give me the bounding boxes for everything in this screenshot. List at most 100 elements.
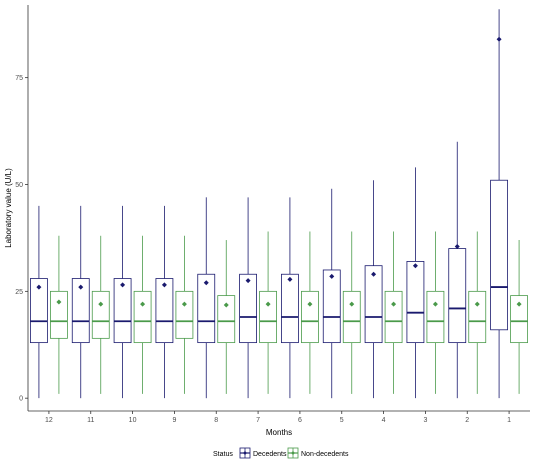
box-iqr xyxy=(301,290,319,344)
box-decedents xyxy=(113,205,132,399)
x-axis-title: Months xyxy=(266,428,292,437)
box-iqr xyxy=(259,290,277,344)
box-non-decedents xyxy=(133,235,152,394)
box-iqr xyxy=(217,295,236,344)
legend: Status Decedents Non-decedents xyxy=(213,447,349,459)
box-non-decedents xyxy=(301,231,319,394)
box-iqr xyxy=(175,290,194,339)
mean-point xyxy=(349,301,355,307)
mean-point xyxy=(36,284,42,290)
box-iqr xyxy=(281,273,299,344)
box-decedents xyxy=(448,141,467,399)
legend-key-decedents xyxy=(239,447,251,459)
box-non-decedents xyxy=(510,240,528,394)
box-non-decedents xyxy=(342,231,361,394)
mean-point xyxy=(307,301,313,307)
legend-label-non-decedents: Non-decedents xyxy=(301,451,349,458)
x-tick-label: 10 xyxy=(129,417,137,424)
mean-point xyxy=(203,280,209,286)
box-decedents xyxy=(30,205,48,399)
box-non-decedents xyxy=(259,231,277,394)
mean-point xyxy=(223,302,229,308)
box-iqr xyxy=(113,278,132,344)
x-tick-label: 5 xyxy=(340,417,344,424)
mean-point xyxy=(454,243,460,249)
box-iqr xyxy=(490,179,508,331)
x-tick-label: 2 xyxy=(465,417,469,424)
y-axis-ticks: 0 25 50 75 xyxy=(15,75,28,403)
box-layer xyxy=(30,9,528,399)
mean-point xyxy=(474,301,480,307)
mean-point xyxy=(245,278,251,284)
box-iqr xyxy=(30,278,48,344)
box-decedents xyxy=(239,197,257,399)
box-iqr xyxy=(426,290,445,344)
y-tick-label: 25 xyxy=(15,289,23,296)
mean-point xyxy=(329,273,335,279)
box-iqr xyxy=(468,290,487,344)
box-decedents xyxy=(490,9,508,399)
box-iqr xyxy=(384,290,403,344)
x-axis-ticks: 12 11 10 9 8 7 6 5 4 3 2 1 xyxy=(45,411,511,424)
mean-point xyxy=(496,36,502,42)
box-iqr xyxy=(50,290,68,339)
x-tick-label: 6 xyxy=(298,417,302,424)
x-tick-label: 8 xyxy=(214,417,218,424)
box-iqr xyxy=(406,261,425,344)
plot-panel xyxy=(27,5,530,412)
y-axis-title: Laboratory value (U/L) xyxy=(4,168,13,248)
mean-point xyxy=(287,276,293,282)
mean-point xyxy=(140,301,146,307)
box-iqr xyxy=(510,295,528,344)
mean-point xyxy=(371,271,377,277)
box-decedents xyxy=(322,188,341,399)
mean-point xyxy=(181,301,187,307)
box-iqr xyxy=(448,248,467,344)
x-tick-label: 9 xyxy=(172,417,176,424)
x-tick-label: 7 xyxy=(256,417,260,424)
box-iqr xyxy=(364,265,383,344)
mean-point xyxy=(265,301,271,307)
box-non-decedents xyxy=(91,235,110,394)
legend-label-decedents: Decedents xyxy=(253,451,287,458)
x-tick-label: 12 xyxy=(45,417,53,424)
y-tick-label: 0 xyxy=(19,396,23,403)
x-tick-label: 1 xyxy=(507,417,511,424)
box-iqr xyxy=(155,278,174,344)
box-iqr xyxy=(71,278,90,344)
mean-point xyxy=(98,301,104,307)
mean-point xyxy=(56,299,62,305)
mean-point xyxy=(120,282,126,288)
mean-point xyxy=(161,282,167,288)
x-tick-label: 11 xyxy=(87,417,94,424)
box-non-decedents xyxy=(217,240,236,394)
box-iqr xyxy=(133,290,152,344)
box-non-decedents xyxy=(384,231,403,394)
x-tick-label: 4 xyxy=(382,417,386,424)
mean-point xyxy=(516,301,522,307)
box-non-decedents xyxy=(468,231,487,394)
mean-point xyxy=(78,284,84,290)
box-decedents xyxy=(406,167,425,399)
y-tick-label: 75 xyxy=(15,75,23,82)
box-non-decedents xyxy=(50,235,68,394)
box-iqr xyxy=(197,273,216,344)
box-decedents xyxy=(364,180,383,399)
box-iqr xyxy=(91,290,110,339)
box-decedents xyxy=(155,205,174,399)
box-decedents xyxy=(281,197,299,399)
legend-title: Status xyxy=(213,451,233,458)
x-tick-label: 3 xyxy=(423,417,427,424)
legend-key-non-decedents xyxy=(287,447,299,459)
box-iqr xyxy=(322,269,341,344)
box-iqr xyxy=(239,273,257,344)
box-decedents xyxy=(197,197,216,399)
box-non-decedents xyxy=(175,235,194,394)
mean-point xyxy=(432,301,438,307)
mean-point xyxy=(391,301,397,307)
box-iqr xyxy=(342,290,361,344)
y-tick-label: 50 xyxy=(15,182,23,189)
box-non-decedents xyxy=(426,231,445,394)
box-decedents xyxy=(71,205,90,399)
